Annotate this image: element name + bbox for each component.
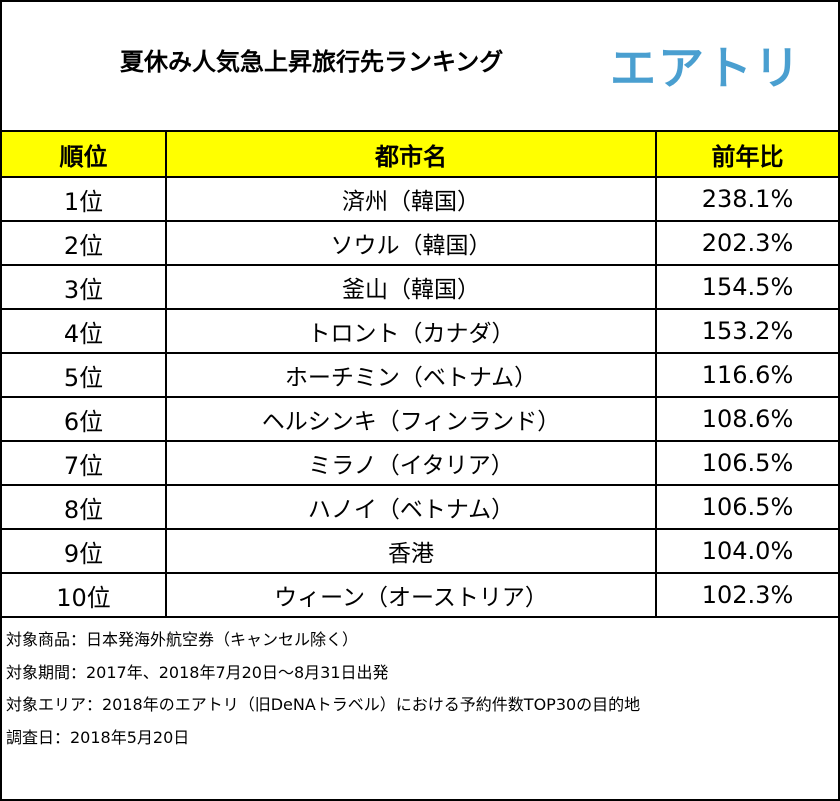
header-ratio: 前年比 [655, 130, 840, 178]
table-row: 9位 香港 104.0% [0, 528, 840, 574]
rank-cell: 6位 [0, 396, 167, 442]
table-row: 8位 ハノイ（ベトナム） 106.5% [0, 484, 840, 530]
table-header-row: 順位 都市名 前年比 [0, 130, 840, 178]
note-survey-date: 調査日：2018年5月20日 [6, 727, 190, 747]
table-row: 10位 ウィーン（オーストリア） 102.3% [0, 572, 840, 618]
rank-cell: 5位 [0, 352, 167, 398]
header-city: 都市名 [165, 130, 657, 178]
ratio-cell: 202.3% [655, 220, 840, 266]
rank-cell: 9位 [0, 528, 167, 574]
table-row: 7位 ミラノ（イタリア） 106.5% [0, 440, 840, 486]
ratio-cell: 106.5% [655, 440, 840, 486]
header-rank: 順位 [0, 130, 167, 178]
ratio-cell: 102.3% [655, 572, 840, 618]
table-row: 1位 済州（韓国） 238.1% [0, 176, 840, 222]
ratio-cell: 104.0% [655, 528, 840, 574]
rank-cell: 7位 [0, 440, 167, 486]
table-row: 6位 ヘルシンキ（フィンランド） 108.6% [0, 396, 840, 442]
rank-cell: 4位 [0, 308, 167, 354]
rank-cell: 3位 [0, 264, 167, 310]
ratio-cell: 116.6% [655, 352, 840, 398]
city-cell: 釜山（韓国） [165, 264, 657, 310]
city-cell: ハノイ（ベトナム） [165, 484, 657, 530]
rank-cell: 2位 [0, 220, 167, 266]
ratio-cell: 106.5% [655, 484, 840, 530]
table-row: 2位 ソウル（韓国） 202.3% [0, 220, 840, 266]
ratio-cell: 153.2% [655, 308, 840, 354]
note-product: 対象商品：日本発海外航空券（キャンセル除く） [6, 630, 359, 649]
table-row: 3位 釜山（韓国） 154.5% [0, 264, 840, 310]
ratio-cell: 108.6% [655, 396, 840, 442]
ranking-table: 順位 都市名 前年比 1位 済州（韓国） 238.1% 2位 ソウル（韓国） 202.3%… [0, 130, 840, 618]
table-row: 5位 ホーチミン（ベトナム） 116.6% [0, 352, 840, 398]
note-period: 対象期間：2017年、2018年7月20日～8月31日出発 [6, 662, 389, 682]
city-cell: 香港 [165, 528, 657, 574]
notes: 対象商品：日本発海外航空券（キャンセル除く） 対象期間：2017年、2018年7… [6, 624, 640, 754]
rank-cell: 8位 [0, 484, 167, 530]
city-cell: ヘルシンキ（フィンランド） [165, 396, 657, 442]
title-area: 夏休み人気急上昇旅行先ランキング エアトリ [2, 2, 838, 130]
city-cell: ホーチミン（ベトナム） [165, 352, 657, 398]
city-cell: ミラノ（イタリア） [165, 440, 657, 486]
city-cell: 済州（韓国） [165, 176, 657, 222]
table-row: 4位 トロント（カナダ） 153.2% [0, 308, 840, 354]
city-cell: トロント（カナダ） [165, 308, 657, 354]
ratio-cell: 154.5% [655, 264, 840, 310]
city-cell: ウィーン（オーストリア） [165, 572, 657, 618]
airtrip-logo: エアトリ [610, 41, 802, 95]
page-title: 夏休み人気急上昇旅行先ランキング [120, 48, 504, 76]
note-area: 対象エリア：2018年のエアトリ（旧DeNAトラベル）における予約件数TOP30… [6, 695, 641, 714]
rank-cell: 10位 [0, 572, 167, 618]
rank-cell: 1位 [0, 176, 167, 222]
city-cell: ソウル（韓国） [165, 220, 657, 266]
ratio-cell: 238.1% [655, 176, 840, 222]
